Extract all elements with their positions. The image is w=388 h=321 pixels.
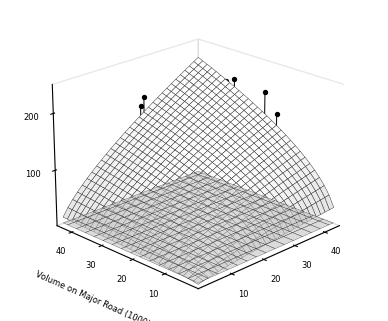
Y-axis label: Volume on Major Road (1000): Volume on Major Road (1000) — [34, 270, 151, 321]
